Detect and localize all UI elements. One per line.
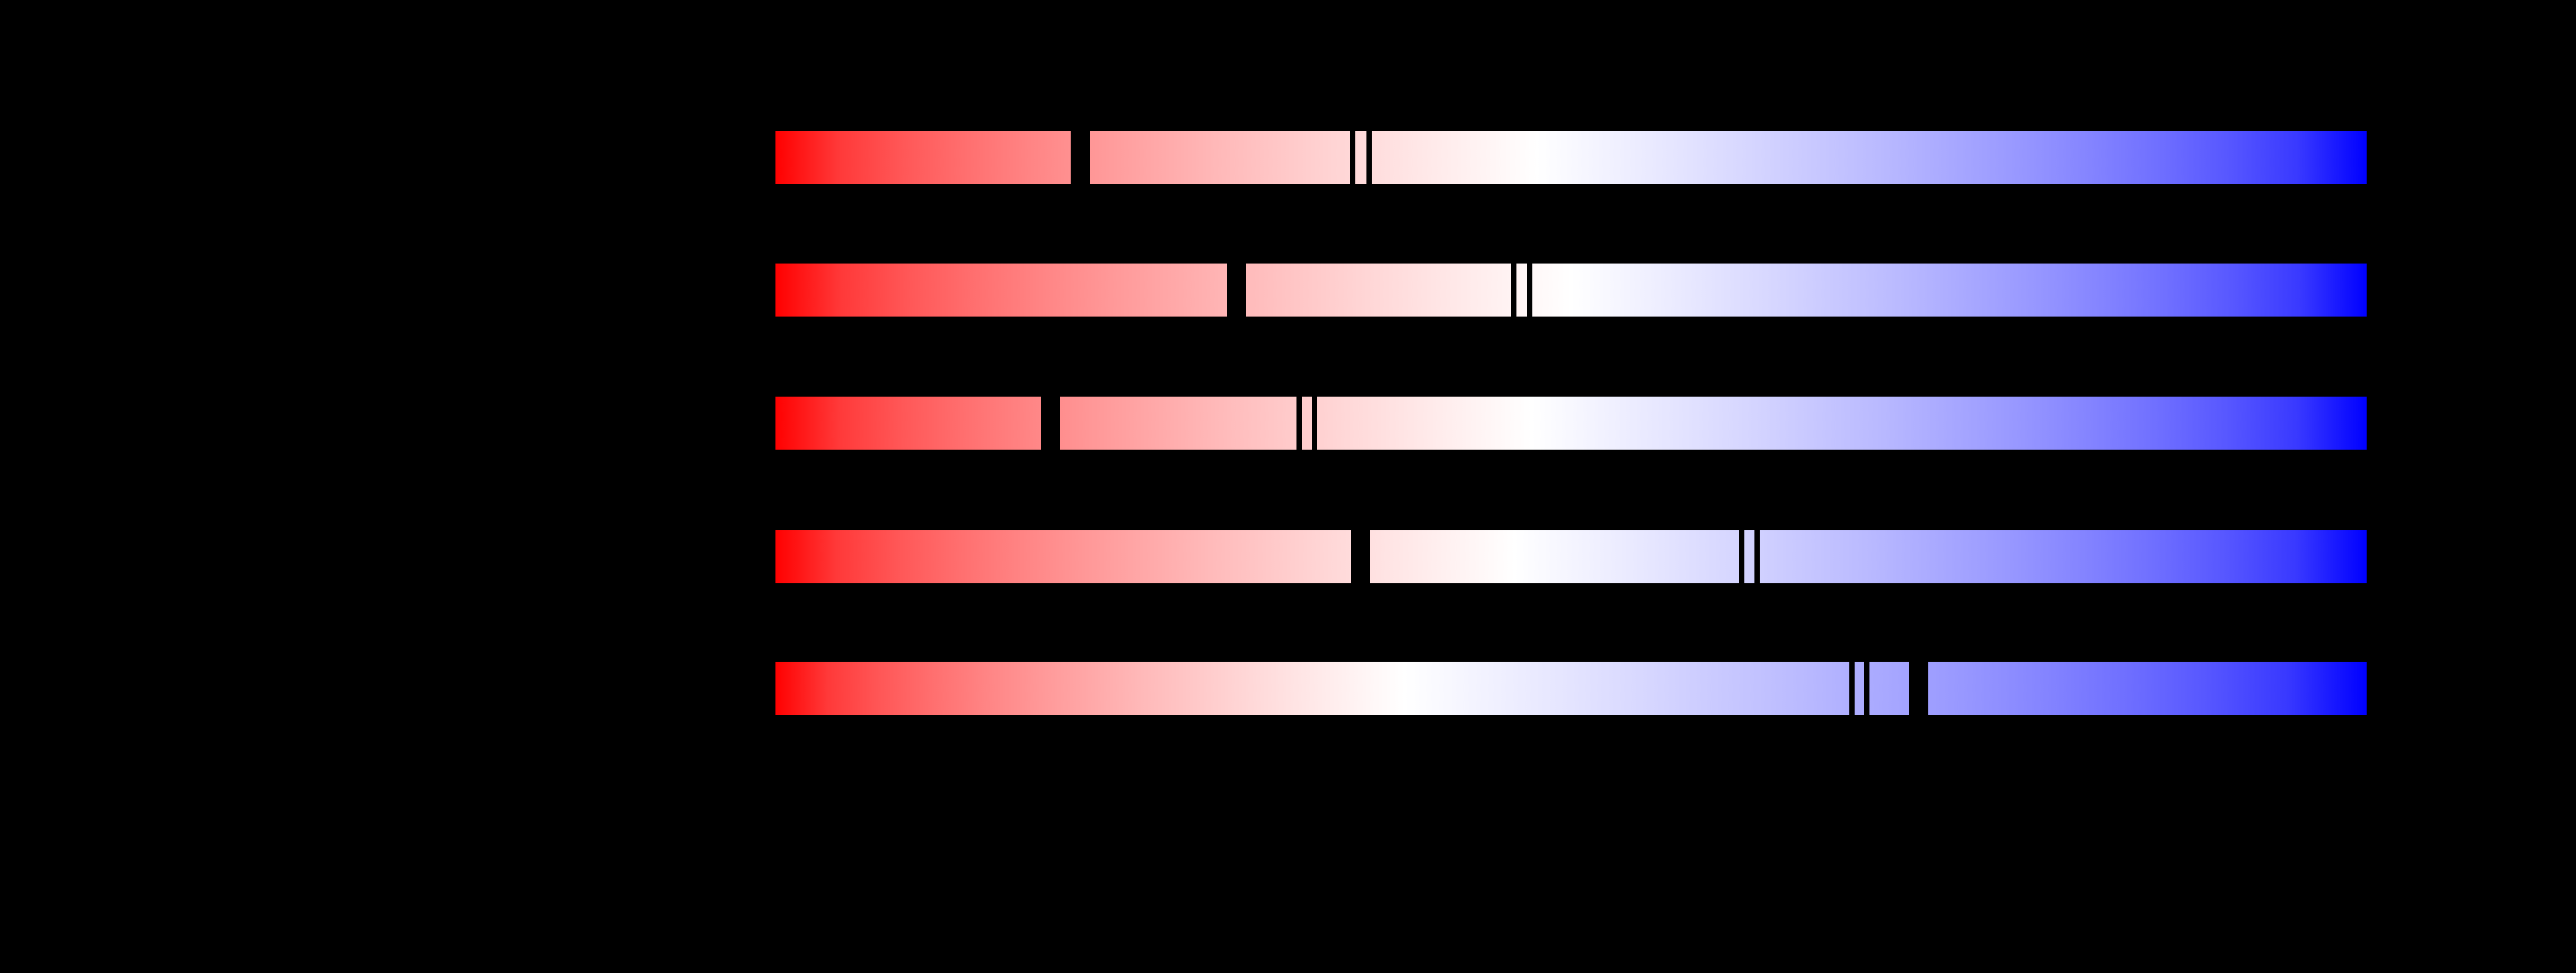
thick-tick xyxy=(1041,397,1060,450)
gradient-bar-4 xyxy=(775,530,2367,583)
thin-tick xyxy=(1527,264,1532,317)
thin-tick xyxy=(1864,662,1870,715)
thin-tick xyxy=(1754,530,1760,583)
thick-tick xyxy=(1909,662,1928,715)
thin-tick xyxy=(1739,530,1745,583)
gradient-bar-5 xyxy=(775,662,2367,715)
thin-tick xyxy=(1511,264,1516,317)
thick-tick xyxy=(1070,131,1090,184)
thin-tick xyxy=(1349,131,1355,184)
thin-tick xyxy=(1296,397,1302,450)
gradient-bar-2 xyxy=(775,264,2367,317)
thick-tick xyxy=(1227,264,1246,317)
thick-tick xyxy=(1351,530,1371,583)
thin-tick xyxy=(1849,662,1855,715)
gradient-bar-1 xyxy=(775,131,2367,184)
thin-tick xyxy=(1312,397,1318,450)
gradient-bar-3 xyxy=(775,397,2367,450)
thin-tick xyxy=(1366,131,1372,184)
